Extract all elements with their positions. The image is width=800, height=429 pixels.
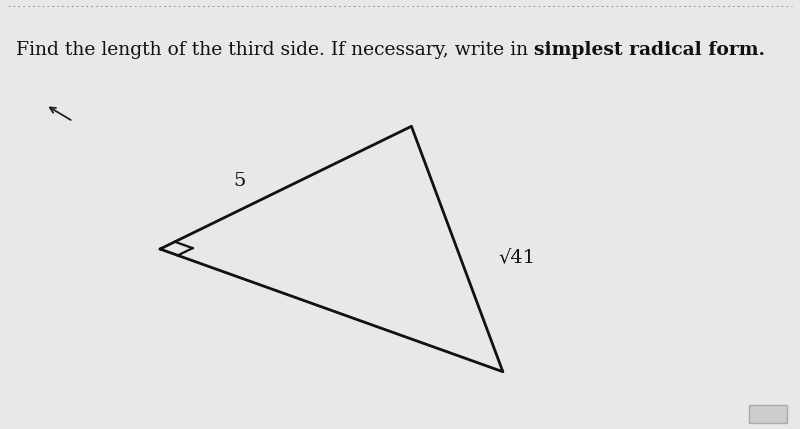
Text: √41: √41: [498, 248, 535, 266]
Bar: [749, 405, 787, 423]
Text: 5: 5: [234, 172, 246, 190]
Text: Find the length of the third side. If necessary, write in: Find the length of the third side. If ne…: [16, 41, 534, 59]
Text: simplest radical form.: simplest radical form.: [534, 41, 765, 59]
